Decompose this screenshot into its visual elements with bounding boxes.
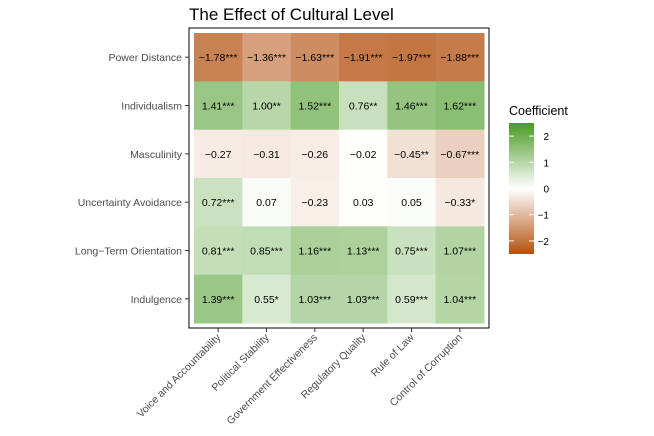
cell-label: 1.13*** [347, 246, 380, 258]
legend: Coefficient 2 1 0 −1 −2 [509, 104, 568, 254]
heatmap-cell [290, 129, 340, 179]
cell-label: 1.04*** [443, 294, 476, 306]
cell-label: −0.02 [350, 149, 377, 161]
cell-label: −0.45** [394, 149, 429, 161]
heatmap-cell [339, 178, 388, 227]
heatmap-cell [242, 274, 292, 324]
heatmap-cell [290, 178, 340, 227]
cell-label: 0.85*** [250, 246, 283, 258]
heatmap-cell [290, 226, 340, 276]
heatmap-cell [242, 81, 292, 131]
cell-label: 1.03*** [347, 294, 380, 306]
heatmap-cell [290, 81, 340, 131]
cell-label: 1.16*** [298, 246, 331, 258]
heatmap-cell [435, 129, 485, 179]
y-axis: Power Distance Individualism Masculinity Un… [75, 52, 189, 306]
legend-tick-label: 2 [543, 132, 549, 143]
legend-tick-label: 0 [543, 185, 549, 196]
cell-label: −1.36*** [247, 52, 286, 64]
heatmap-cell [387, 274, 437, 324]
heatmap-cell [290, 33, 340, 82]
legend-tick-label: 1 [543, 158, 549, 169]
cell-label: −1.91*** [344, 52, 383, 64]
cell-label: −0.67*** [440, 149, 479, 161]
y-tick-label: Long−Term Orientation [75, 246, 182, 258]
y-tick-label: Power Distance [108, 52, 182, 64]
cell-label: 1.41*** [202, 101, 235, 113]
legend-title: Coefficient [509, 104, 568, 118]
heatmap-cell [387, 81, 437, 131]
heatmap-cell [387, 129, 437, 179]
cell-label: 1.39*** [202, 294, 235, 306]
cell-label: 0.55* [254, 294, 279, 306]
heatmap-cell [242, 178, 292, 227]
x-tick-label: Government Effectiveness [225, 332, 320, 427]
cell-label: −0.31 [253, 149, 280, 161]
cell-label: 0.81*** [202, 246, 235, 258]
heatmap-cell [435, 178, 485, 227]
cell-label: −0.23 [302, 197, 329, 209]
heatmap-cell [194, 274, 243, 324]
heatmap-cell [435, 226, 485, 276]
cell-label: −0.27 [205, 149, 232, 161]
chart-title: The Effect of Cultural Level [189, 5, 394, 24]
heatmap-cell [194, 226, 243, 276]
y-tick-label: Indulgence [131, 294, 183, 306]
x-tick-label: Voice and Accountability [135, 331, 224, 420]
legend-tick-label: −1 [538, 211, 550, 222]
cell-label: 1.62*** [443, 101, 476, 113]
heatmap-cell [242, 129, 292, 179]
heatmap-cell [387, 226, 437, 276]
cell-label: 1.07*** [443, 246, 476, 258]
cell-label: 0.03 [353, 197, 374, 209]
heatmap-cell [194, 178, 243, 227]
cell-label: 1.03*** [298, 294, 331, 306]
heatmap-cell [290, 274, 340, 324]
cell-label: 0.75*** [395, 246, 428, 258]
x-tick-label: Rule of Law [369, 331, 417, 379]
heatmap-cell [339, 226, 388, 276]
cell-label: 0.05 [401, 197, 422, 209]
heatmap-cell [194, 33, 243, 82]
cell-label: 0.76** [349, 101, 378, 113]
heatmap-cells: −1.78*** −1.36*** −1.63*** −1.91*** −1.97***… [194, 33, 485, 324]
y-tick-label: Individualism [121, 101, 182, 113]
cell-label: 0.07 [256, 197, 277, 209]
heatmap-cell [435, 33, 485, 82]
heatmap-cell [194, 81, 243, 131]
heatmap-cell [242, 33, 292, 82]
legend-tick-label: −2 [538, 237, 550, 248]
heatmap-cell [387, 178, 437, 227]
cell-label: 1.52*** [298, 101, 331, 113]
cell-label: −1.97*** [392, 52, 431, 64]
heatmap-cell [339, 129, 388, 179]
cell-label: −1.63*** [295, 52, 334, 64]
cell-label: 1.46*** [395, 101, 428, 113]
heatmap-cell [242, 226, 292, 276]
y-tick-label: Masculinity [130, 149, 183, 161]
heatmap-cell [435, 81, 485, 131]
cell-label: 0.59*** [395, 294, 428, 306]
heatmap-cell [387, 33, 437, 82]
heatmap-cell [339, 81, 388, 131]
cell-label: 0.72*** [202, 197, 235, 209]
cell-label: 1.00** [252, 101, 281, 113]
heatmap-cell [339, 33, 388, 82]
panel-border [188, 27, 490, 329]
cell-label: −0.33* [445, 197, 476, 209]
cell-label: −1.88*** [440, 52, 479, 64]
heatmap-cell [435, 274, 485, 324]
heatmap-cell [194, 129, 243, 179]
cell-label: −0.26 [302, 149, 329, 161]
y-tick-label: Uncertainty Avoidance [78, 197, 182, 209]
cell-label: −1.78*** [199, 52, 238, 64]
heatmap-cell [339, 274, 388, 324]
